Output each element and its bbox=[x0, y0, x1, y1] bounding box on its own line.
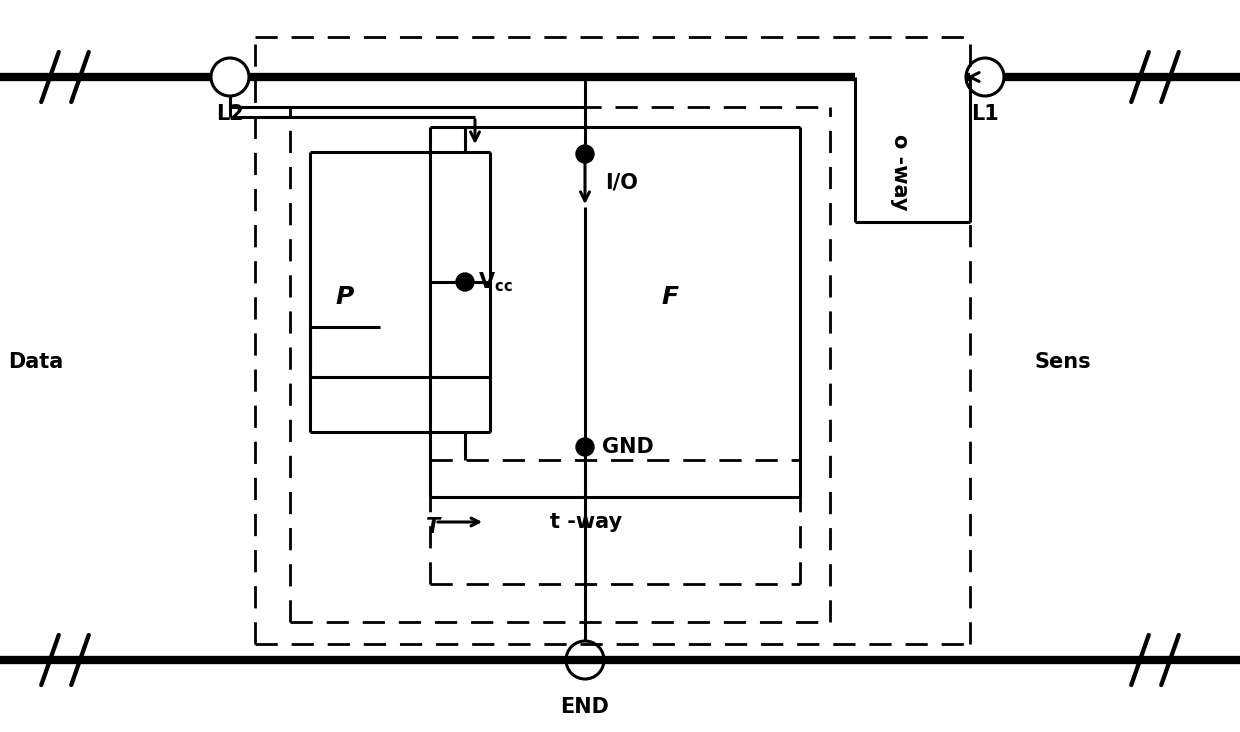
Text: GND: GND bbox=[601, 437, 653, 457]
Text: Sens: Sens bbox=[1035, 352, 1091, 372]
Circle shape bbox=[456, 273, 474, 291]
Text: Data: Data bbox=[7, 352, 63, 372]
Circle shape bbox=[577, 145, 594, 163]
Text: F: F bbox=[661, 285, 678, 309]
Text: P: P bbox=[336, 285, 355, 309]
Text: L2: L2 bbox=[216, 104, 244, 124]
Text: END: END bbox=[560, 697, 609, 717]
Text: T: T bbox=[425, 517, 440, 537]
Text: t -way: t -way bbox=[551, 512, 622, 532]
Text: L1: L1 bbox=[971, 104, 999, 124]
Circle shape bbox=[577, 438, 594, 456]
Text: o -way: o -way bbox=[890, 134, 910, 210]
Text: $\mathbf{V_{cc}}$: $\mathbf{V_{cc}}$ bbox=[477, 270, 512, 294]
Text: I/O: I/O bbox=[605, 172, 637, 192]
